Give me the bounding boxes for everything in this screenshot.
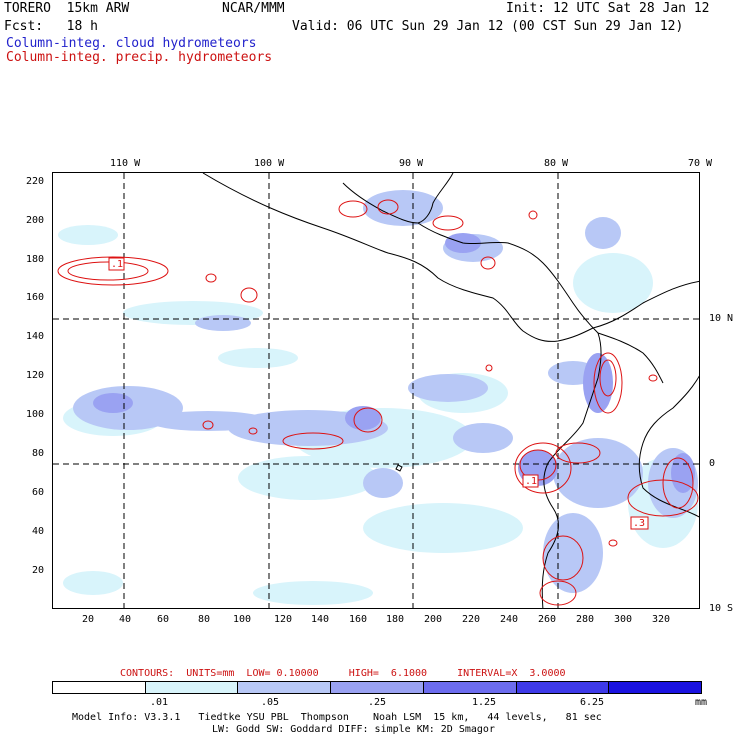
y-tick: 180	[26, 254, 45, 265]
color-legend	[52, 681, 702, 694]
x-tick: 140	[311, 614, 330, 625]
x-tick: 280	[576, 614, 595, 625]
y-tick: 100	[26, 409, 45, 420]
model-info-line1: Model Info: V3.3.1 Tiedtke YSU PBL Thomp…	[72, 712, 602, 723]
init-time: Init: 12 UTC Sat 28 Jan 12	[506, 1, 710, 16]
lon-label-70w: 70 W	[688, 158, 713, 169]
model-info-line2: LW: Godd SW: Goddard DIFF: simple KM: 2D…	[212, 724, 495, 735]
y-tick: 80	[32, 448, 45, 459]
lon-label-100w: 100 W	[254, 158, 285, 169]
x-tick: 120	[274, 614, 293, 625]
x-tick: 260	[538, 614, 557, 625]
map-canvas	[53, 173, 699, 608]
y-tick: 20	[32, 565, 45, 576]
valid-time: Valid: 06 UTC Sun 29 Jan 12 (00 CST Sun …	[292, 19, 684, 34]
lat-label-10n: 10 N	[709, 313, 734, 324]
contour-label: .1	[525, 476, 538, 487]
x-tick: 320	[652, 614, 671, 625]
legend-cell	[238, 682, 332, 693]
legend-tick: .01	[150, 697, 169, 708]
legend-cell	[53, 682, 146, 693]
field-cloud-label: Column-integ. cloud hydrometeors	[6, 36, 257, 51]
y-tick: 120	[26, 370, 45, 381]
lon-label-80w: 80 W	[544, 158, 569, 169]
x-tick: 100	[233, 614, 252, 625]
x-tick: 60	[157, 614, 170, 625]
lat-label-0: 0	[709, 458, 716, 469]
lat-lon-grid	[53, 173, 699, 608]
y-tick: 40	[32, 526, 45, 537]
y-tick: 160	[26, 292, 45, 303]
model-title: TORERO 15km ARW	[4, 1, 130, 16]
legend-tick: 6.25	[580, 697, 605, 708]
x-tick: 160	[349, 614, 368, 625]
coastlines	[202, 173, 699, 608]
legend-cell	[423, 682, 517, 693]
forecast-hour: Fcst: 18 h	[4, 19, 98, 34]
y-tick: 220	[26, 176, 45, 187]
y-tick: 60	[32, 487, 45, 498]
legend-cell	[516, 682, 610, 693]
contour-label-boxes	[108, 257, 649, 530]
x-tick: 80	[198, 614, 211, 625]
x-tick: 220	[462, 614, 481, 625]
legend-cell	[609, 682, 702, 693]
legend-cell	[331, 682, 424, 693]
legend-tick: .05	[261, 697, 280, 708]
forecast-map: .1 .1 .3	[52, 172, 700, 609]
org-label: NCAR/MMM	[222, 1, 285, 16]
field-precip-label: Column-integ. precip. hydrometeors	[6, 50, 273, 65]
y-tick: 200	[26, 215, 45, 226]
contour-label: .1	[111, 259, 124, 270]
x-tick: 40	[119, 614, 132, 625]
precip-contours	[57, 199, 699, 606]
contour-info: CONTOURS: UNITS=mm LOW= 0.10000 HIGH= 6.…	[120, 668, 566, 679]
lon-label-110w: 110 W	[110, 158, 141, 169]
contour-label: .3	[633, 518, 646, 529]
x-tick: 300	[614, 614, 633, 625]
x-tick: 180	[386, 614, 405, 625]
lon-label-90w: 90 W	[399, 158, 424, 169]
legend-unit: mm	[695, 697, 708, 708]
legend-tick: .25	[368, 697, 387, 708]
legend-cell	[145, 682, 239, 693]
y-tick: 140	[26, 331, 45, 342]
legend-tick: 1.25	[472, 697, 497, 708]
x-tick: 20	[82, 614, 95, 625]
x-tick: 240	[500, 614, 519, 625]
lat-label-10s: 10 S	[709, 603, 734, 614]
x-tick: 200	[424, 614, 443, 625]
